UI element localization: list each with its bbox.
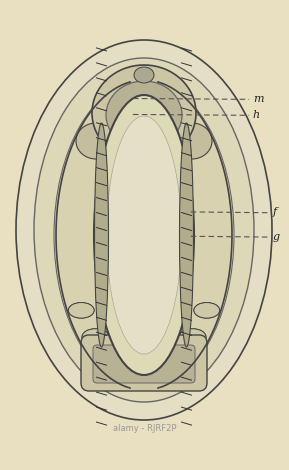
Ellipse shape [179,329,206,345]
Ellipse shape [119,357,148,374]
Ellipse shape [68,303,94,318]
Ellipse shape [119,357,148,374]
Ellipse shape [107,116,181,354]
Ellipse shape [161,347,188,364]
Ellipse shape [68,303,94,318]
Ellipse shape [161,347,188,364]
Ellipse shape [94,95,194,375]
Ellipse shape [54,80,234,390]
Text: m: m [253,94,263,103]
Ellipse shape [34,58,254,402]
Ellipse shape [92,65,196,161]
Ellipse shape [194,303,220,318]
Ellipse shape [82,329,109,345]
Ellipse shape [179,329,206,345]
Ellipse shape [16,40,272,420]
Text: alamy - RJRF2P: alamy - RJRF2P [113,423,176,433]
Ellipse shape [140,357,169,374]
Ellipse shape [82,329,109,345]
Ellipse shape [99,347,127,364]
Text: g: g [273,232,280,242]
FancyBboxPatch shape [81,335,207,391]
Ellipse shape [134,67,154,83]
Ellipse shape [95,123,108,347]
FancyBboxPatch shape [93,345,195,383]
Ellipse shape [99,347,127,364]
Text: f: f [273,207,277,217]
Text: h: h [253,110,260,120]
Ellipse shape [106,81,182,149]
Ellipse shape [140,357,169,374]
Ellipse shape [172,123,212,159]
Ellipse shape [76,123,116,159]
Ellipse shape [179,123,194,347]
Ellipse shape [194,303,220,318]
